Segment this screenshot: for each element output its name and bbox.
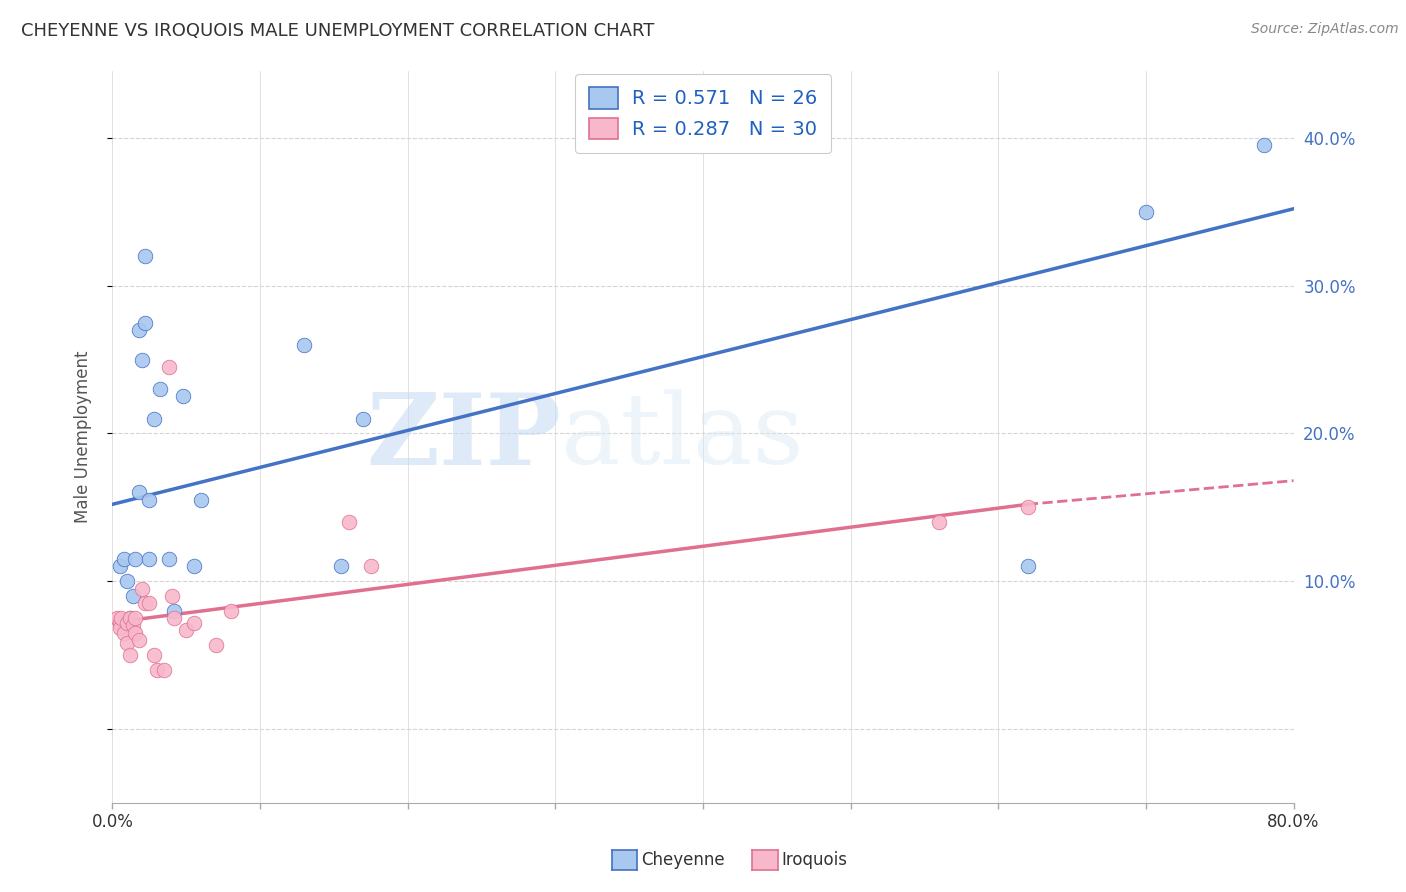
Point (183, 559, 205, 574)
Point (292, 337, 315, 351)
Text: Cheyenne: Cheyenne (641, 851, 724, 869)
Point (149, 382, 172, 396)
Point (134, 596, 156, 610)
Point (120, 611, 142, 625)
Point (134, 249, 156, 263)
Point (1135, 204, 1157, 219)
Point (131, 352, 153, 367)
Point (160, 589, 183, 603)
Point (117, 615, 138, 630)
Point (108, 559, 131, 574)
Point (122, 589, 145, 603)
Text: ZIP: ZIP (367, 389, 561, 485)
Text: Iroquois: Iroquois (782, 851, 848, 869)
Point (138, 492, 160, 507)
Point (153, 663, 176, 677)
Point (928, 515, 950, 529)
Point (190, 492, 212, 507)
Point (163, 604, 186, 618)
Point (122, 618, 145, 632)
Point (172, 389, 194, 403)
Point (131, 582, 153, 596)
Y-axis label: Male Unemployment: Male Unemployment (73, 351, 91, 524)
Point (1253, 138, 1275, 153)
Point (124, 625, 146, 640)
Point (1017, 559, 1039, 574)
Legend: R = 0.571   N = 26, R = 0.287   N = 30: R = 0.571 N = 26, R = 0.287 N = 30 (575, 74, 831, 153)
Point (142, 411, 165, 425)
Point (163, 611, 186, 625)
Point (138, 596, 160, 610)
Point (124, 552, 146, 566)
Text: CHEYENNE VS IROQUOIS MALE UNEMPLOYMENT CORRELATION CHART: CHEYENNE VS IROQUOIS MALE UNEMPLOYMENT C… (21, 22, 654, 40)
Point (360, 559, 382, 574)
Point (117, 636, 138, 650)
Point (138, 552, 160, 566)
Point (219, 604, 242, 618)
Point (120, 611, 142, 625)
Point (124, 611, 146, 625)
Point (112, 625, 135, 640)
Point (146, 663, 169, 677)
Point (128, 633, 150, 648)
Point (120, 648, 142, 662)
Text: Source: ZipAtlas.com: Source: ZipAtlas.com (1251, 22, 1399, 37)
Point (1017, 500, 1039, 515)
Point (183, 615, 205, 630)
Point (337, 515, 360, 529)
Point (128, 485, 150, 500)
Point (105, 611, 128, 625)
Point (352, 411, 374, 425)
Point (108, 615, 131, 630)
Point (157, 552, 180, 566)
Point (142, 648, 165, 662)
Point (134, 316, 156, 330)
Point (205, 638, 228, 652)
Point (174, 623, 197, 637)
Point (117, 574, 138, 589)
Point (112, 552, 135, 566)
Text: atlas: atlas (561, 389, 804, 485)
Point (128, 323, 150, 337)
Point (330, 559, 353, 574)
Point (157, 359, 180, 374)
Point (108, 622, 131, 636)
Point (110, 611, 132, 625)
